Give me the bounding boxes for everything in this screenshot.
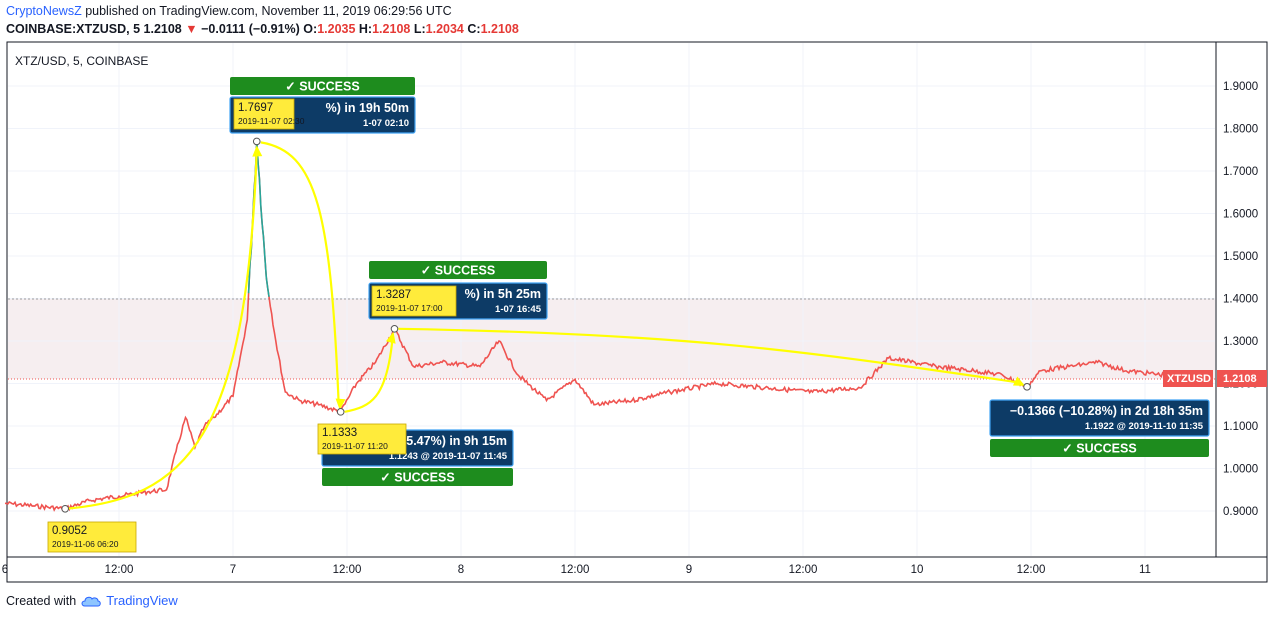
measure-subline: 1.1922 @ 2019-11-10 11:35: [1085, 421, 1204, 432]
time-tick-label: 12:00: [789, 564, 818, 576]
symbol-interval: COINBASE:XTZUSD, 5: [6, 22, 141, 36]
success-badge: [369, 261, 547, 279]
arrow-drift: [398, 327, 1022, 384]
chart-symbol-label: XTZ/USD, 5, COINBASE: [15, 54, 148, 68]
price-line: [4, 141, 1207, 512]
close-value: 1.2108: [480, 22, 519, 36]
time-axis: 6 12:00 7 12:00 8 12:00 9 12:00 10 12:00 11: [2, 564, 1151, 576]
current-symbol-text: XTZUSD: [1167, 373, 1211, 385]
price-pin-time: 2019-11-07 17:00: [376, 303, 443, 313]
measure-label: [989, 399, 1210, 437]
arrow-rise-2: [344, 338, 394, 413]
current-price-tag: [1217, 370, 1267, 387]
measure-subline: 1-07 16:45: [495, 304, 542, 315]
price-tick-label: 0.9000: [1223, 506, 1258, 518]
high-label: H:: [358, 22, 373, 36]
success-badge: [990, 439, 1209, 457]
time-tick-label: 7: [230, 564, 236, 576]
time-tick-label: 6: [2, 564, 8, 576]
chart-frame: [6, 41, 1268, 583]
price-tick-label: 1.4000: [1223, 294, 1258, 306]
last-price: 1.2108: [143, 22, 182, 36]
measure-headline: %) in 5h 25m: [465, 287, 541, 301]
price-tick-label: 1.3000: [1223, 336, 1258, 348]
success-badge-text: ✓ SUCCESS: [1062, 442, 1136, 456]
tradingview-link[interactable]: TradingView: [106, 593, 178, 608]
success-badge-text: ✓ SUCCESS: [421, 264, 495, 278]
price-change: −0.0111 (−0.91%): [201, 22, 300, 36]
price-pin-label: [233, 98, 295, 130]
price-pin-value: 0.9052: [52, 525, 87, 537]
price-axis: 0.90001.00001.10001.20001.30001.40001.50…: [1223, 81, 1258, 518]
created-with-text: Created with: [6, 593, 77, 608]
low-value: 1.2034: [425, 22, 464, 36]
time-tick-label: 8: [458, 564, 464, 576]
measure-subline: 1.1243 @ 2019-11-07 11:45: [389, 451, 508, 462]
arrow-head-rise-2: [385, 331, 396, 344]
time-tick-label: 10: [911, 564, 924, 576]
cloud-icon: [81, 596, 101, 606]
measure-subline: 1-07 02:10: [363, 118, 409, 129]
highlight-segment: [247, 141, 270, 297]
time-tick-label: 12:00: [561, 564, 590, 576]
anchor-point-2: [336, 408, 345, 416]
down-arrow-icon: ▼: [185, 22, 198, 36]
success-badge: [322, 468, 513, 486]
success-badge-text: ✓ SUCCESS: [285, 80, 359, 94]
anchor-point-1: [252, 137, 261, 146]
time-tick-label: 9: [686, 564, 692, 576]
price-tick-label: 1.5000: [1223, 251, 1258, 263]
price-pin-label: [317, 423, 407, 455]
arrow-head-rise-1: [252, 145, 263, 157]
time-tick-label: 12:00: [333, 564, 362, 576]
price-pin-label: [371, 285, 457, 317]
symbol-header: COINBASE:XTZUSD, 5 1.2108 ▼ −0.0111 (−0.…: [6, 22, 519, 36]
price-pin-time: 2019-11-07 02:30: [238, 116, 305, 126]
anchor-point-4: [1023, 383, 1031, 391]
arrow-fall: [260, 141, 340, 404]
arrow-head-drift: [1012, 376, 1026, 386]
price-pin-time: 2019-11-07 11:20: [322, 441, 388, 451]
anchor-point-0: [61, 504, 69, 513]
price-tick-label: 1.9000: [1223, 81, 1258, 93]
price-pin-value: 1.7697: [238, 102, 273, 114]
success-badge-text: ✓ SUCCESS: [380, 471, 454, 485]
open-value: 1.2035: [317, 22, 356, 36]
measure-headline: 5.47%) in 9h 15m: [406, 434, 507, 448]
price-tick-label: 1.0000: [1223, 464, 1258, 476]
price-tick-label: 1.7000: [1223, 166, 1258, 178]
publish-info: CryptoNewsZ published on TradingView.com…: [6, 4, 452, 18]
price-pin-value: 1.1333: [322, 427, 357, 439]
high-value: 1.2108: [372, 22, 411, 36]
open-label: O:: [303, 22, 318, 36]
price-tick-label: 1.1000: [1223, 421, 1258, 433]
price-pin-value: 1.3287: [376, 289, 411, 301]
price-pin-time: 2019-11-06 06:20: [52, 539, 119, 549]
time-tick-label: 12:00: [105, 564, 134, 576]
measure-headline: −0.1366 (−10.28%) in 2d 18h 35m: [1010, 404, 1203, 418]
arrow-rise-1: [65, 149, 258, 510]
measure-headline: %) in 19h 50m: [326, 101, 409, 115]
arrow-head-fall: [335, 398, 346, 410]
current-price-text: 1.2108: [1223, 373, 1257, 385]
annotations: ✓ SUCCESS %) in 19h 50m 1-07 02:10 1.7697 20…: [47, 77, 1210, 553]
close-label: C:: [467, 22, 481, 36]
shaded-range: [8, 299, 1215, 379]
price-tick-label: 1.6000: [1223, 209, 1258, 221]
price-tick-label: 1.8000: [1223, 124, 1258, 136]
anchor-point-3: [390, 325, 399, 333]
footer: Created with TradingView: [6, 593, 178, 608]
published-text: published on TradingView.com, November 1…: [81, 4, 452, 18]
price-pin-label: [47, 521, 137, 553]
trend-arrows: [65, 141, 1026, 510]
low-label: L:: [413, 22, 426, 36]
current-symbol-tag: [1163, 370, 1213, 387]
time-tick-label: 11: [1139, 564, 1151, 576]
success-badge: [230, 77, 415, 95]
publisher-link[interactable]: CryptoNewsZ: [6, 4, 82, 18]
time-tick-label: 12:00: [1017, 564, 1046, 576]
